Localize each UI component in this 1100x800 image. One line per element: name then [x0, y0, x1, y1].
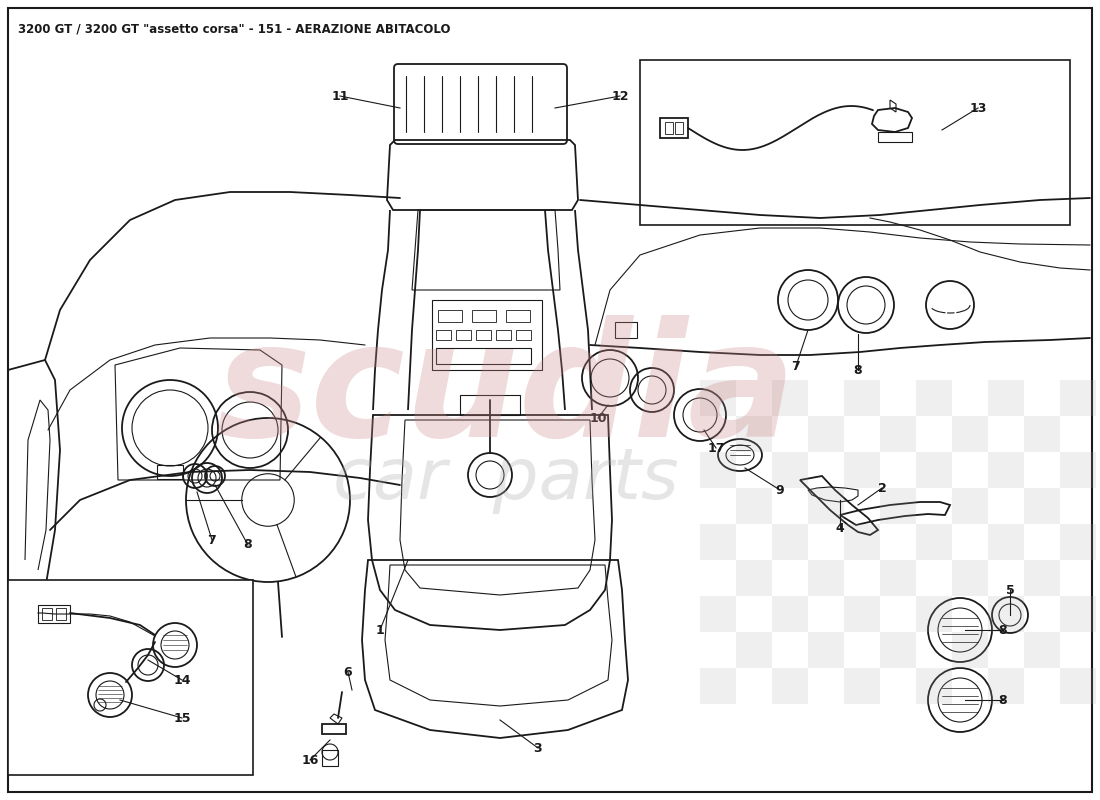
Bar	[506, 310, 530, 322]
Bar	[1060, 596, 1096, 632]
Text: 15: 15	[174, 711, 190, 725]
Bar	[1024, 488, 1060, 524]
Bar	[916, 524, 952, 560]
Bar	[666, 122, 673, 134]
Bar	[772, 452, 808, 488]
Text: 16: 16	[301, 754, 319, 766]
Bar	[772, 668, 808, 704]
Text: 1: 1	[375, 623, 384, 637]
Bar	[42, 608, 52, 620]
Bar	[700, 452, 736, 488]
Bar	[472, 310, 496, 322]
Bar	[640, 60, 1070, 225]
Bar	[436, 348, 531, 364]
Text: 5: 5	[1005, 583, 1014, 597]
Bar	[322, 724, 346, 734]
Bar	[808, 560, 844, 596]
Bar	[808, 488, 844, 524]
Bar	[736, 488, 772, 524]
Bar	[1024, 560, 1060, 596]
Bar	[700, 380, 736, 416]
Text: 8: 8	[999, 623, 1008, 637]
Text: car  parts: car parts	[333, 446, 679, 514]
Text: 6: 6	[343, 666, 352, 678]
Bar	[952, 632, 988, 668]
Bar	[39, 605, 70, 623]
Text: 12: 12	[612, 90, 629, 102]
Bar	[1060, 380, 1096, 416]
Text: 10: 10	[590, 411, 607, 425]
Text: 3200 GT / 3200 GT "assetto corsa" - 151 - AERAZIONE ABITACOLO: 3200 GT / 3200 GT "assetto corsa" - 151 …	[18, 22, 451, 35]
Bar	[1060, 668, 1096, 704]
Text: 7: 7	[208, 534, 217, 546]
Text: 14: 14	[174, 674, 190, 686]
Bar	[916, 668, 952, 704]
Bar	[700, 596, 736, 632]
Text: 8: 8	[854, 363, 862, 377]
Bar	[8, 580, 253, 775]
Bar	[438, 310, 462, 322]
Bar	[615, 322, 637, 338]
Bar	[916, 452, 952, 488]
Bar	[660, 118, 688, 138]
Bar	[460, 395, 520, 415]
Text: 2: 2	[878, 482, 887, 494]
Bar	[456, 330, 471, 340]
Bar	[516, 330, 531, 340]
Text: 7: 7	[792, 359, 801, 373]
Bar	[736, 560, 772, 596]
Text: 3: 3	[534, 742, 542, 754]
Bar	[878, 132, 912, 142]
Text: 4: 4	[836, 522, 845, 534]
Bar	[157, 465, 183, 479]
Text: 17: 17	[707, 442, 725, 454]
Bar	[675, 122, 683, 134]
Bar	[700, 668, 736, 704]
Bar	[772, 524, 808, 560]
Bar	[808, 416, 844, 452]
Bar	[880, 416, 916, 452]
Bar	[916, 596, 952, 632]
Bar	[56, 608, 66, 620]
Bar	[772, 596, 808, 632]
Bar	[322, 750, 338, 766]
Bar	[736, 632, 772, 668]
Bar	[1060, 524, 1096, 560]
Text: 9: 9	[776, 483, 784, 497]
Text: 11: 11	[331, 90, 349, 102]
Bar	[844, 668, 880, 704]
Text: 8: 8	[244, 538, 252, 551]
Bar	[844, 380, 880, 416]
Bar	[988, 380, 1024, 416]
Bar	[916, 380, 952, 416]
Bar	[844, 524, 880, 560]
Text: 8: 8	[999, 694, 1008, 706]
Text: 13: 13	[969, 102, 987, 114]
Bar	[988, 452, 1024, 488]
Bar	[736, 416, 772, 452]
Bar	[952, 488, 988, 524]
Bar	[808, 632, 844, 668]
Bar	[436, 330, 451, 340]
Bar	[1024, 416, 1060, 452]
Bar	[1024, 632, 1060, 668]
Bar	[880, 488, 916, 524]
Bar	[844, 452, 880, 488]
Bar	[1060, 452, 1096, 488]
Bar	[700, 524, 736, 560]
Bar	[496, 330, 512, 340]
Text: scudia: scudia	[216, 314, 796, 470]
Bar	[772, 380, 808, 416]
Bar	[476, 330, 491, 340]
Bar	[952, 416, 988, 452]
Bar	[952, 560, 988, 596]
Bar	[880, 560, 916, 596]
Bar	[432, 300, 542, 370]
Bar	[988, 596, 1024, 632]
Bar	[880, 632, 916, 668]
Bar	[988, 668, 1024, 704]
Bar	[844, 596, 880, 632]
Bar	[988, 524, 1024, 560]
